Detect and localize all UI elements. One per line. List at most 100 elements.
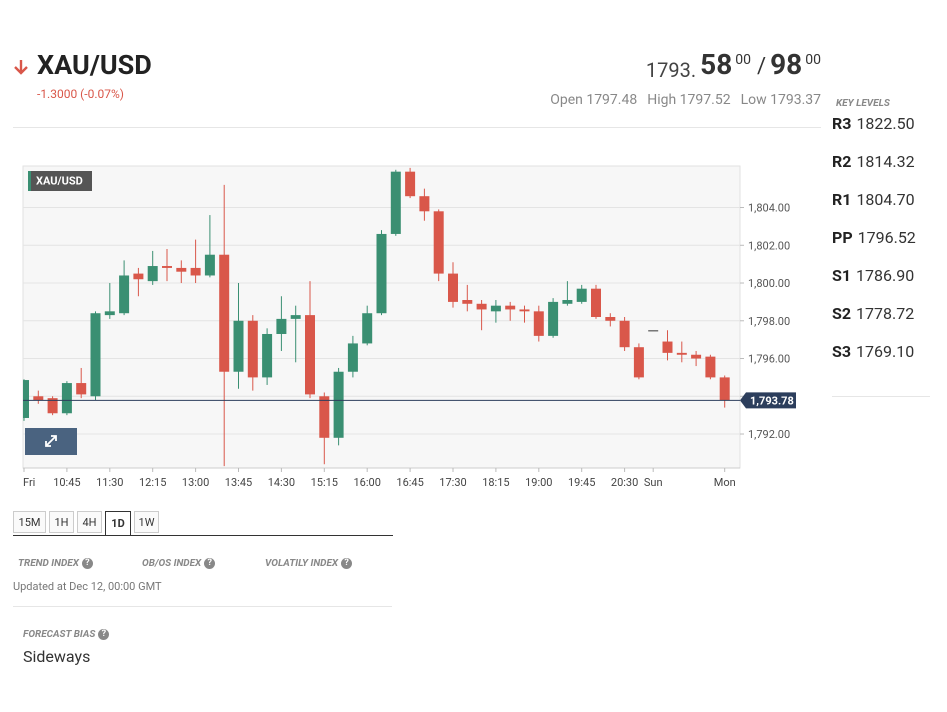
candle-body [305, 315, 315, 395]
key-level-value: 1796.52 [857, 228, 916, 247]
ohl: Open 1797.48 High 1797.52 Low 1793.37 [550, 92, 821, 108]
key-level-value: 1814.32 [856, 152, 915, 171]
ask-big: 98 [770, 48, 803, 81]
y-tick-label: 1,792.00 [748, 428, 790, 441]
index-label-text: OB/OS INDEX [142, 558, 202, 570]
help-icon[interactable]: ? [204, 558, 216, 569]
legend-swatch [28, 171, 31, 191]
timeframe-button[interactable]: 1W [134, 511, 159, 533]
candle-body [433, 211, 444, 274]
key-level-name: PP [832, 228, 853, 247]
candle-body [476, 303, 487, 310]
candle-body [619, 320, 630, 348]
candle-body [61, 383, 72, 414]
timeframe-button[interactable]: 4H [77, 511, 102, 533]
x-tick-label: 11:30 [96, 476, 123, 489]
candle-body [290, 315, 301, 319]
candle-body [719, 377, 730, 401]
price: 1793. 58 00 / 98 00 [646, 48, 821, 82]
symbol: XAU/USD [37, 49, 152, 81]
tab-line [13, 535, 393, 536]
x-tick-label: 13:00 [182, 476, 209, 489]
x-tick-label: Sun [644, 476, 663, 489]
key-level: R1 1804.70 [832, 190, 915, 209]
x-tick-label: 15:15 [311, 476, 338, 489]
x-tick-label: 13:45 [225, 476, 252, 489]
key-level-value: 1822.50 [856, 114, 915, 133]
y-tick-label: 1,802.00 [748, 239, 790, 252]
y-tick-label: 1,798.00 [748, 315, 790, 328]
candle-body [90, 313, 101, 397]
plot-area [22, 165, 741, 469]
separator: / [757, 54, 767, 79]
candle-body [691, 354, 702, 359]
high: High 1797.52 [647, 92, 731, 108]
candle-body [119, 275, 130, 314]
key-level: S1 1786.90 [832, 266, 914, 285]
candle-body [47, 398, 58, 414]
x-tick-label: 19:00 [525, 476, 552, 489]
low: Low 1793.37 [740, 92, 821, 108]
down-arrow [14, 60, 28, 75]
candle-body [548, 301, 559, 336]
candle-body [347, 343, 358, 372]
candle-body [633, 347, 644, 378]
expand-icon [45, 435, 57, 447]
candle-body [176, 267, 187, 272]
bid-small: 00 [735, 52, 752, 68]
timeframe-button[interactable]: 15M [13, 511, 46, 533]
x-tick-label: 20:30 [611, 476, 638, 489]
candle-body [219, 254, 230, 372]
help-icon[interactable]: ? [98, 629, 110, 640]
index-label: TREND INDEX? [18, 558, 93, 569]
x-tick-label: 19:45 [568, 476, 595, 489]
help-icon[interactable]: ? [81, 558, 93, 569]
candle-body [76, 383, 87, 395]
candle-body [448, 273, 458, 302]
x-tick-label: Mon [714, 476, 736, 489]
key-level-value: 1804.70 [856, 190, 915, 209]
candle-body [419, 196, 430, 212]
divider [13, 606, 392, 607]
key-level: S2 1778.72 [832, 304, 914, 323]
divider [13, 127, 821, 128]
forecast-value: Sideways [23, 647, 91, 666]
key-level-name: S1 [832, 266, 852, 285]
key-level-name: R1 [832, 190, 852, 209]
candle-body [362, 313, 373, 344]
help-icon[interactable]: ? [341, 558, 353, 569]
key-level: PP 1796.52 [832, 228, 916, 247]
candle-body [204, 254, 215, 276]
last-price-tag [740, 392, 796, 409]
candle-body [133, 273, 144, 280]
updated: Updated at Dec 12, 00:00 GMT [13, 580, 162, 593]
candles [23, 167, 730, 467]
forecast-title-text: FORECAST BIAS [23, 629, 96, 641]
candle-body [562, 300, 573, 304]
change: -1.3000 (-0.07%) [37, 87, 124, 101]
candle-body [33, 396, 44, 401]
index-label-text: VOLATILY INDEX [265, 558, 339, 570]
candle-body [147, 266, 158, 282]
candle-body [505, 305, 516, 310]
candle-body [533, 311, 544, 336]
key-level-name: R2 [832, 152, 852, 171]
candle-body [676, 352, 687, 355]
key-level-value: 1769.10 [856, 342, 915, 361]
candle-body [591, 288, 601, 317]
index-label: VOLATILY INDEX? [265, 558, 353, 570]
x-tick-label: 16:45 [396, 476, 423, 489]
bid-main: 1793. [645, 58, 697, 82]
candle-body [519, 309, 530, 312]
key-level-value: 1786.90 [856, 266, 915, 285]
timeframe-button[interactable]: 1H [49, 511, 74, 533]
x-tick-label: 10:45 [53, 476, 80, 489]
timeframe-button[interactable]: 1D [105, 511, 131, 536]
candle-body [648, 330, 659, 332]
chart: XAU/USD 1,792.001,794.001,796.001,798.00… [22, 165, 796, 489]
candle-body [705, 356, 716, 378]
legend: XAU/USD [36, 175, 83, 188]
legend-box [28, 171, 92, 191]
y-tick-label: 1,800.00 [748, 277, 790, 290]
x-tick-label: 16:00 [353, 476, 380, 489]
